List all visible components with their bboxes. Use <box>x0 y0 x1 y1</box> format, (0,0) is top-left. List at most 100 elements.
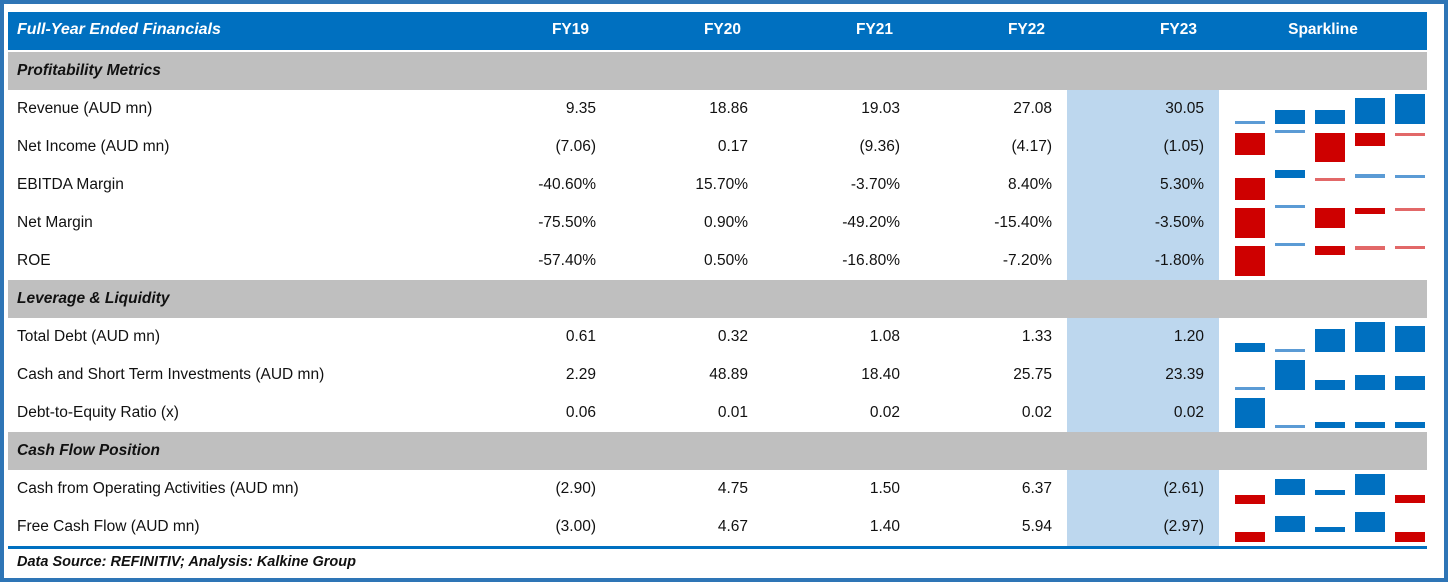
cell-fy23: 23.39 <box>1067 356 1219 394</box>
cell-fy22: 1.33 <box>1021 328 1052 345</box>
cell-fy19: -40.60% <box>538 176 596 193</box>
sparkline-cell <box>1219 128 1427 166</box>
sparkline-cell <box>1219 204 1427 242</box>
sparkline-bar <box>1235 121 1265 124</box>
sparkline-bar <box>1355 474 1385 495</box>
cell-fy20: 0.50% <box>704 252 748 269</box>
cell-fy20: 4.75 <box>717 480 748 497</box>
sparkline-bar <box>1355 322 1385 352</box>
sparkline-bar <box>1395 246 1425 250</box>
sparkline-bar <box>1315 379 1345 390</box>
sparkline-free-cash-flow-aud-mn <box>1235 512 1425 542</box>
table-header-row: Full-Year Ended Financials FY19 FY20 FY2… <box>8 12 1427 50</box>
sparkline-bar <box>1355 132 1385 146</box>
sparkline-bar <box>1395 494 1425 504</box>
cell-fy21: (9.36) <box>859 138 901 155</box>
cell-fy23: 0.02 <box>1067 394 1219 432</box>
financials-table: Full-Year Ended Financials FY19 FY20 FY2… <box>8 12 1427 578</box>
table-row-total-debt-aud-mn: Total Debt (AUD mn) 0.61 0.32 1.08 1.33 1.20 <box>8 318 1427 356</box>
sparkline-bar <box>1395 94 1425 124</box>
sparkline-bar <box>1235 494 1265 504</box>
cell-fy22: 5.94 <box>1021 518 1052 535</box>
sparkline-bar <box>1275 129 1305 133</box>
sparkline-bar <box>1235 208 1265 238</box>
sparkline-bar <box>1275 170 1305 179</box>
column-header-fy20: FY20 <box>703 21 741 38</box>
cell-fy22: 0.02 <box>1021 404 1052 421</box>
cell-fy22: 27.08 <box>1013 100 1052 117</box>
sparkline-bar <box>1315 246 1345 255</box>
cell-fy19: 9.35 <box>565 100 596 117</box>
table-row-ebitda-margin: EBITDA Margin -40.60% 15.70% -3.70% 8.40% 5.3… <box>8 166 1427 204</box>
sparkline-bar <box>1235 178 1265 200</box>
table-row-debt-to-equity-ratio-x: Debt-to-Equity Ratio (x) 0.06 0.01 0.02 0.02… <box>8 394 1427 432</box>
sparkline-bar <box>1315 132 1345 162</box>
sparkline-bar <box>1315 422 1345 428</box>
section-header-cash-flow-position: Cash Flow Position <box>8 432 1427 470</box>
sparkline-bar <box>1235 531 1265 542</box>
sparkline-bar <box>1395 132 1425 136</box>
table-row-free-cash-flow-aud-mn: Free Cash Flow (AUD mn) (3.00) 4.67 1.40 5.9… <box>8 508 1427 546</box>
metric-label: Cash and Short Term Investments (AUD mn) <box>17 366 325 383</box>
cell-fy23: (1.05) <box>1067 128 1219 166</box>
sparkline-bar <box>1315 208 1345 228</box>
cell-fy23: 5.30% <box>1067 166 1219 204</box>
sparkline-cell <box>1219 90 1427 128</box>
cell-fy20: 0.01 <box>717 404 748 421</box>
sparkline-bar <box>1275 425 1305 428</box>
cell-fy23: 1.20 <box>1067 318 1219 356</box>
metric-label: Debt-to-Equity Ratio (x) <box>17 404 179 421</box>
table-row-cash-and-short-term-investments-aud-mn: Cash and Short Term Investments (AUD mn)… <box>8 356 1427 394</box>
cell-fy23: (2.97) <box>1067 508 1219 546</box>
sparkline-bar <box>1275 110 1305 124</box>
sparkline-debt-to-equity-ratio-x <box>1235 398 1425 428</box>
sparkline-bar <box>1395 376 1425 390</box>
cell-fy20: 18.86 <box>709 100 748 117</box>
sparkline-cell <box>1219 356 1427 394</box>
cell-fy21: 18.40 <box>861 366 900 383</box>
sparkline-bar <box>1275 349 1305 352</box>
cell-fy19: (3.00) <box>555 518 597 535</box>
sparkline-bar <box>1235 387 1265 390</box>
sparkline-bar <box>1395 175 1425 179</box>
cell-fy19: (2.90) <box>555 480 597 497</box>
table-row-revenue-aud-mn: Revenue (AUD mn) 9.35 18.86 19.03 27.08 30.05 <box>8 90 1427 128</box>
cell-fy19: -75.50% <box>538 214 596 231</box>
cell-fy22: -15.40% <box>994 214 1052 231</box>
metric-label: Net Margin <box>17 214 93 231</box>
metric-label: EBITDA Margin <box>17 176 124 193</box>
sparkline-bar <box>1395 422 1425 428</box>
cell-fy22: 8.40% <box>1008 176 1052 193</box>
sparkline-cell <box>1219 508 1427 546</box>
sparkline-bar <box>1355 173 1385 179</box>
cell-fy21: 0.02 <box>869 404 900 421</box>
sparkline-bar <box>1275 243 1305 247</box>
metric-label: Total Debt (AUD mn) <box>17 328 160 345</box>
sparkline-revenue-aud-mn <box>1235 94 1425 124</box>
metric-label: Revenue (AUD mn) <box>17 100 153 117</box>
sparkline-bar <box>1355 374 1385 390</box>
sparkline-bar <box>1275 479 1305 495</box>
column-header-fy19: FY19 <box>551 21 589 38</box>
sparkline-bar <box>1315 527 1345 532</box>
cell-fy21: -49.20% <box>842 214 900 231</box>
table-body: Profitability Metrics Revenue (AUD mn) 9.3… <box>8 52 1427 546</box>
cell-fy22: 25.75 <box>1013 366 1052 383</box>
cell-fy20: 15.70% <box>695 176 748 193</box>
sparkline-cash-from-operating-activities-aud-mn <box>1235 474 1425 504</box>
table-row-net-margin: Net Margin -75.50% 0.90% -49.20% -15.40% -3.5… <box>8 204 1427 242</box>
sparkline-bar <box>1275 516 1305 532</box>
sparkline-net-margin <box>1235 205 1425 238</box>
cell-fy19: (7.06) <box>555 138 597 155</box>
sparkline-cash-and-short-term-investments-aud-mn <box>1235 360 1425 390</box>
sparkline-bar <box>1355 208 1385 215</box>
sparkline-bar <box>1355 422 1385 428</box>
sparkline-cell <box>1219 394 1427 432</box>
cell-fy20: 48.89 <box>709 366 748 383</box>
column-header-fy23: FY23 <box>1159 21 1197 38</box>
sparkline-bar <box>1395 531 1425 542</box>
cell-fy23: -1.80% <box>1067 242 1219 280</box>
sparkline-bar <box>1315 109 1345 124</box>
footer-divider <box>8 546 1427 549</box>
